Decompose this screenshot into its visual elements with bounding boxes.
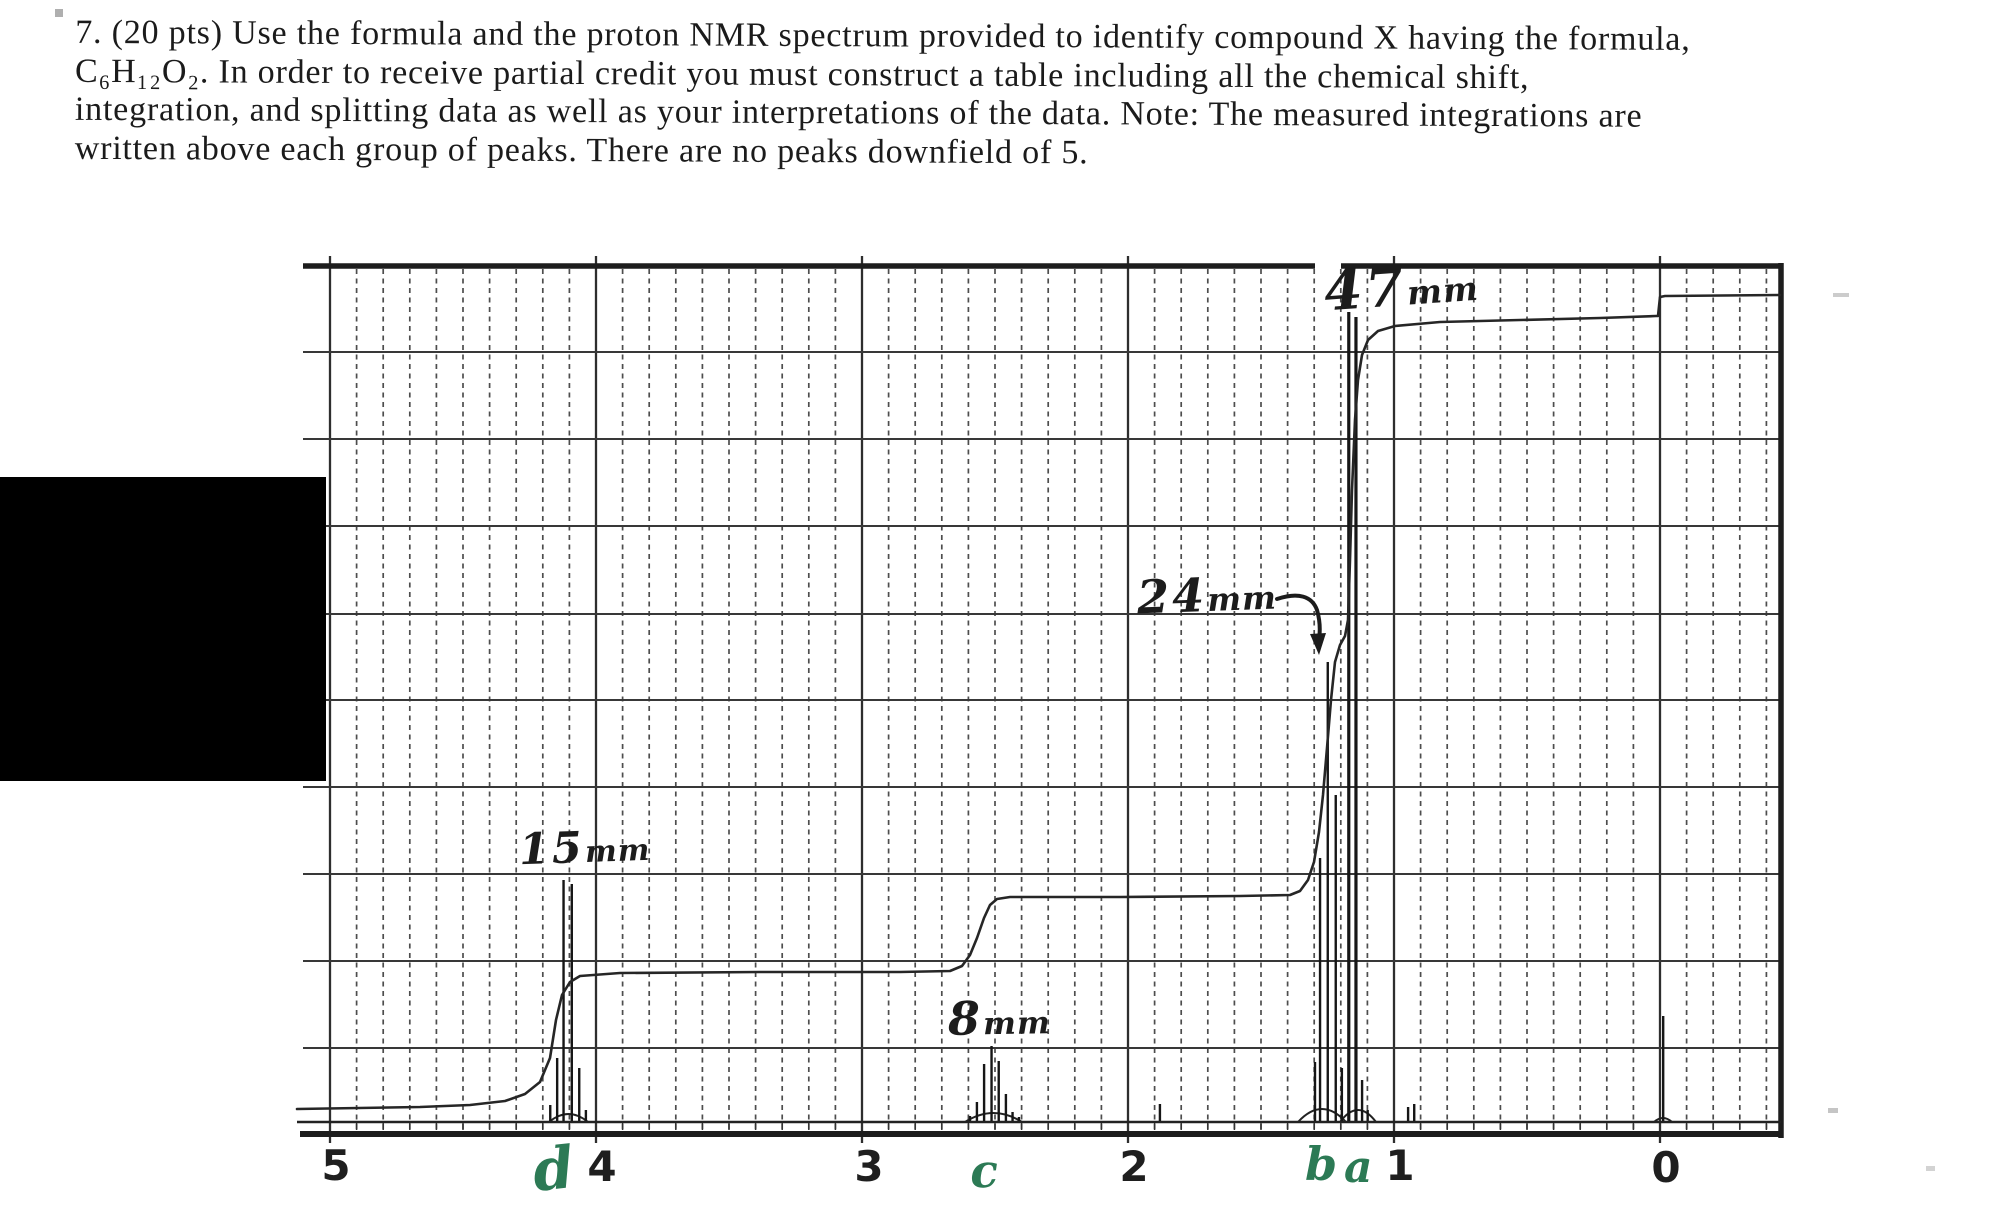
x-axis-label-1: 1 bbox=[1385, 1141, 1415, 1190]
peak-letter-b: b bbox=[1305, 1137, 1338, 1191]
x-axis-label-5: 5 bbox=[321, 1141, 351, 1190]
peak-letter-c: c bbox=[968, 1143, 1000, 1199]
integration-unit-d: mm bbox=[584, 832, 652, 870]
scan-artifact bbox=[1833, 293, 1849, 297]
scan-artifact bbox=[55, 9, 63, 17]
integration-value-c: 8 bbox=[947, 991, 984, 1046]
integration-unit-c: mm bbox=[982, 1005, 1052, 1043]
x-axis-label-3: 3 bbox=[854, 1142, 884, 1191]
peak-foot bbox=[1297, 1108, 1347, 1123]
x-axis-label-2: 2 bbox=[1119, 1142, 1149, 1191]
scan-artifact bbox=[1926, 1166, 1935, 1171]
integration-value-b: 24 bbox=[1136, 568, 1208, 625]
integration-label-15mm: 15mm bbox=[518, 823, 652, 876]
redaction-block bbox=[0, 477, 326, 781]
x-axis-label-0: 0 bbox=[1651, 1143, 1681, 1192]
integration-value-a: 47 bbox=[1321, 252, 1409, 324]
x-axis-label-4: 4 bbox=[587, 1142, 617, 1191]
peak-letter-a: a bbox=[1344, 1142, 1373, 1193]
scan-artifact bbox=[1828, 1108, 1838, 1113]
peak-letter-d: d bbox=[529, 1133, 578, 1205]
integration-label-47mm: 47mm bbox=[1322, 253, 1481, 324]
integration-arrowhead-24mm bbox=[1310, 633, 1326, 655]
integration-label-8mm: 8mm bbox=[948, 991, 1052, 1046]
integration-trace bbox=[295, 293, 1782, 1111]
integration-unit-b: mm bbox=[1206, 578, 1278, 619]
integration-unit-a: mm bbox=[1405, 268, 1481, 313]
integration-label-24mm: 24mm bbox=[1136, 568, 1278, 625]
integration-value-d: 15 bbox=[518, 823, 586, 876]
